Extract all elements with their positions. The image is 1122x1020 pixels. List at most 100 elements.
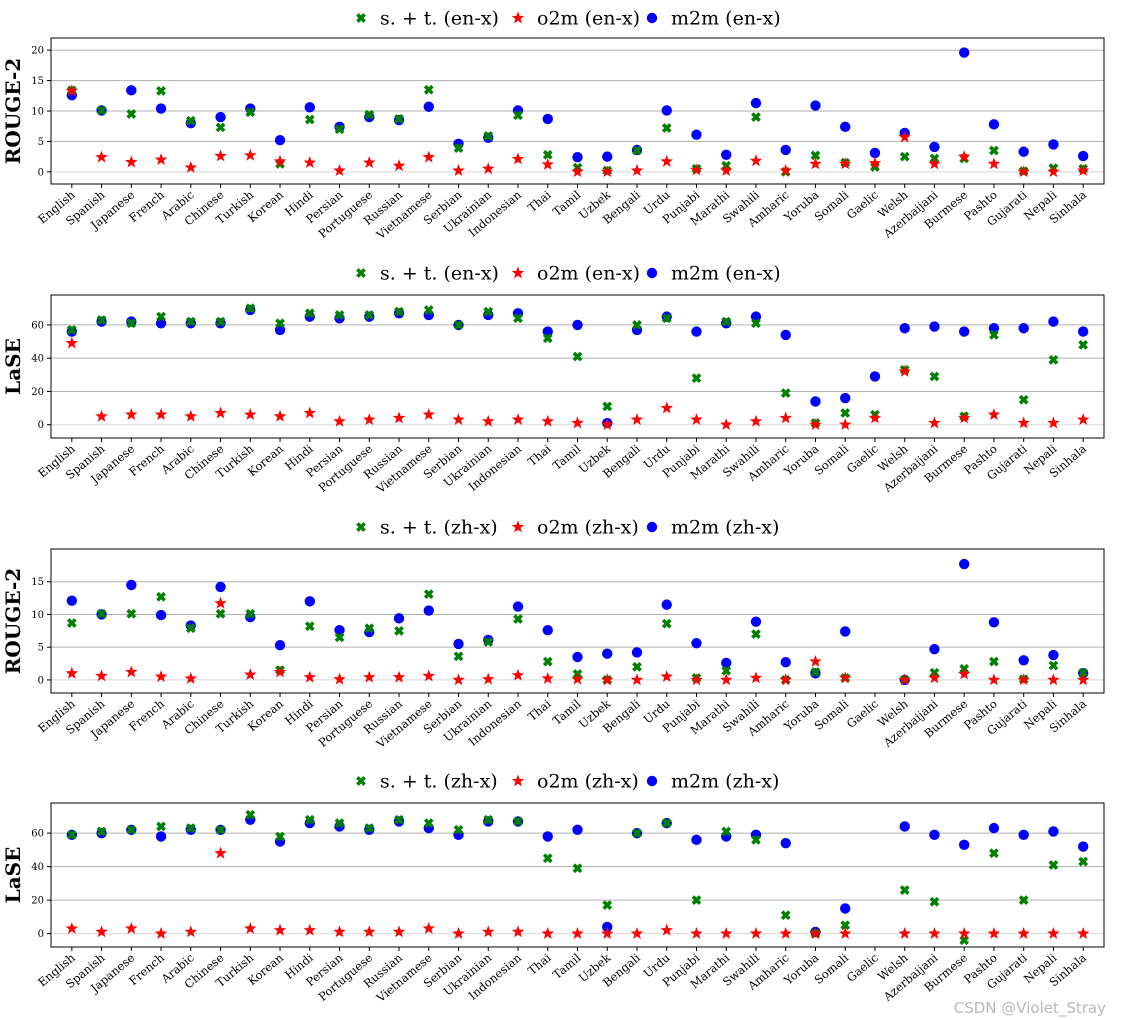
data-point-st [304, 308, 315, 319]
data-point-st [632, 145, 642, 156]
legend-x-marker [356, 776, 366, 786]
data-point-o2m [600, 418, 614, 431]
data-point-m2m [988, 119, 1000, 130]
data-point-o2m [125, 665, 138, 678]
data-point-o2m [125, 155, 138, 168]
data-point-o2m [303, 406, 317, 419]
data-point-o2m [214, 596, 227, 609]
data-point-m2m [661, 105, 672, 116]
data-point-o2m [690, 413, 703, 426]
data-point-o2m [630, 673, 644, 686]
data-point-o2m [987, 408, 1001, 421]
legend-star-marker [511, 774, 525, 787]
data-point-st [810, 667, 821, 677]
data-point-o2m [95, 669, 108, 682]
data-point-m2m [661, 599, 672, 610]
y-tick-label: 5 [38, 137, 44, 148]
data-point-o2m [541, 927, 555, 939]
data-point-o2m [65, 921, 79, 934]
data-point-st [751, 834, 761, 845]
legend-label: s. + t. (en-x) [380, 263, 499, 285]
data-point-st [840, 408, 851, 418]
legend-label: m2m (zh-x) [671, 771, 779, 793]
data-point-st [632, 661, 642, 672]
data-point-st [1078, 340, 1089, 350]
data-point-o2m [898, 130, 911, 143]
data-point-o2m [125, 921, 138, 934]
data-point-o2m [541, 414, 555, 427]
y-axis-label: LaSE [1, 338, 25, 395]
data-point-st [1018, 394, 1029, 405]
data-point-o2m [214, 149, 227, 162]
data-point-o2m [303, 670, 317, 683]
data-point-m2m [899, 821, 910, 832]
y-tick-label: 0 [38, 929, 44, 940]
data-point-st [245, 608, 256, 619]
data-point-o2m [630, 413, 644, 426]
data-point-o2m [809, 927, 822, 939]
data-point-m2m [691, 129, 702, 140]
data-point-st [989, 330, 999, 340]
data-point-o2m [363, 670, 376, 683]
data-point-st [66, 618, 77, 628]
data-point-o2m [868, 411, 882, 424]
data-point-o2m [719, 673, 733, 686]
plot-frame [50, 294, 1105, 439]
legend-circle-marker [646, 775, 658, 787]
data-point-st [632, 320, 642, 330]
data-point-st [513, 313, 523, 324]
data-point-st [364, 310, 375, 320]
data-point-m2m [899, 323, 910, 334]
data-point-o2m [481, 162, 495, 175]
data-point-st [929, 896, 940, 907]
data-point-o2m [422, 150, 436, 163]
y-tick-label: 0 [38, 167, 44, 178]
data-point-m2m [810, 100, 821, 111]
data-point-st [334, 124, 345, 135]
data-point-st [661, 618, 672, 629]
data-point-st [989, 848, 999, 859]
data-point-st [840, 920, 851, 931]
data-point-o2m [809, 418, 822, 431]
data-point-st [156, 821, 166, 832]
data-point-o2m [690, 673, 703, 686]
data-point-st [185, 316, 196, 327]
data-point-m2m [572, 319, 583, 331]
data-point-st [453, 320, 464, 330]
data-point-o2m [898, 364, 911, 377]
legend: s. + t. (zh-x) o2m (zh-x) m2m (zh-x) [356, 517, 779, 539]
x-tick-label: Gaelic [844, 442, 881, 476]
data-point-o2m [214, 846, 227, 859]
data-point-m2m [572, 824, 583, 835]
y-tick-label: 0 [38, 675, 44, 686]
data-point-st [66, 325, 77, 335]
data-point-st [929, 371, 940, 382]
x-tick-label: Somali [812, 187, 852, 224]
data-point-o2m [392, 159, 406, 172]
data-point-st [245, 303, 256, 314]
data-point-o2m [1017, 165, 1030, 178]
data-point-o2m [273, 923, 287, 936]
y-tick-label: 40 [31, 354, 44, 365]
data-point-m2m [215, 581, 226, 593]
data-point-m2m [453, 638, 464, 650]
data-point-o2m [184, 409, 198, 422]
y-axis-label: ROUGE-2 [1, 58, 25, 164]
data-point-m2m [691, 834, 702, 846]
data-point-st [572, 863, 583, 874]
data-point-st [334, 818, 345, 828]
data-point-st [423, 818, 434, 828]
data-point-o2m [65, 84, 79, 97]
data-point-m2m [572, 651, 583, 663]
data-point-m2m [602, 921, 613, 933]
data-point-o2m [928, 416, 941, 429]
data-point-o2m [571, 927, 584, 939]
data-point-m2m [155, 103, 167, 114]
data-point-o2m [303, 923, 317, 936]
data-point-m2m [66, 595, 78, 606]
data-point-st [185, 823, 196, 833]
data-point-m2m [750, 616, 762, 627]
data-point-o2m [511, 668, 525, 681]
data-point-st [423, 305, 434, 315]
data-point-st [751, 629, 761, 639]
